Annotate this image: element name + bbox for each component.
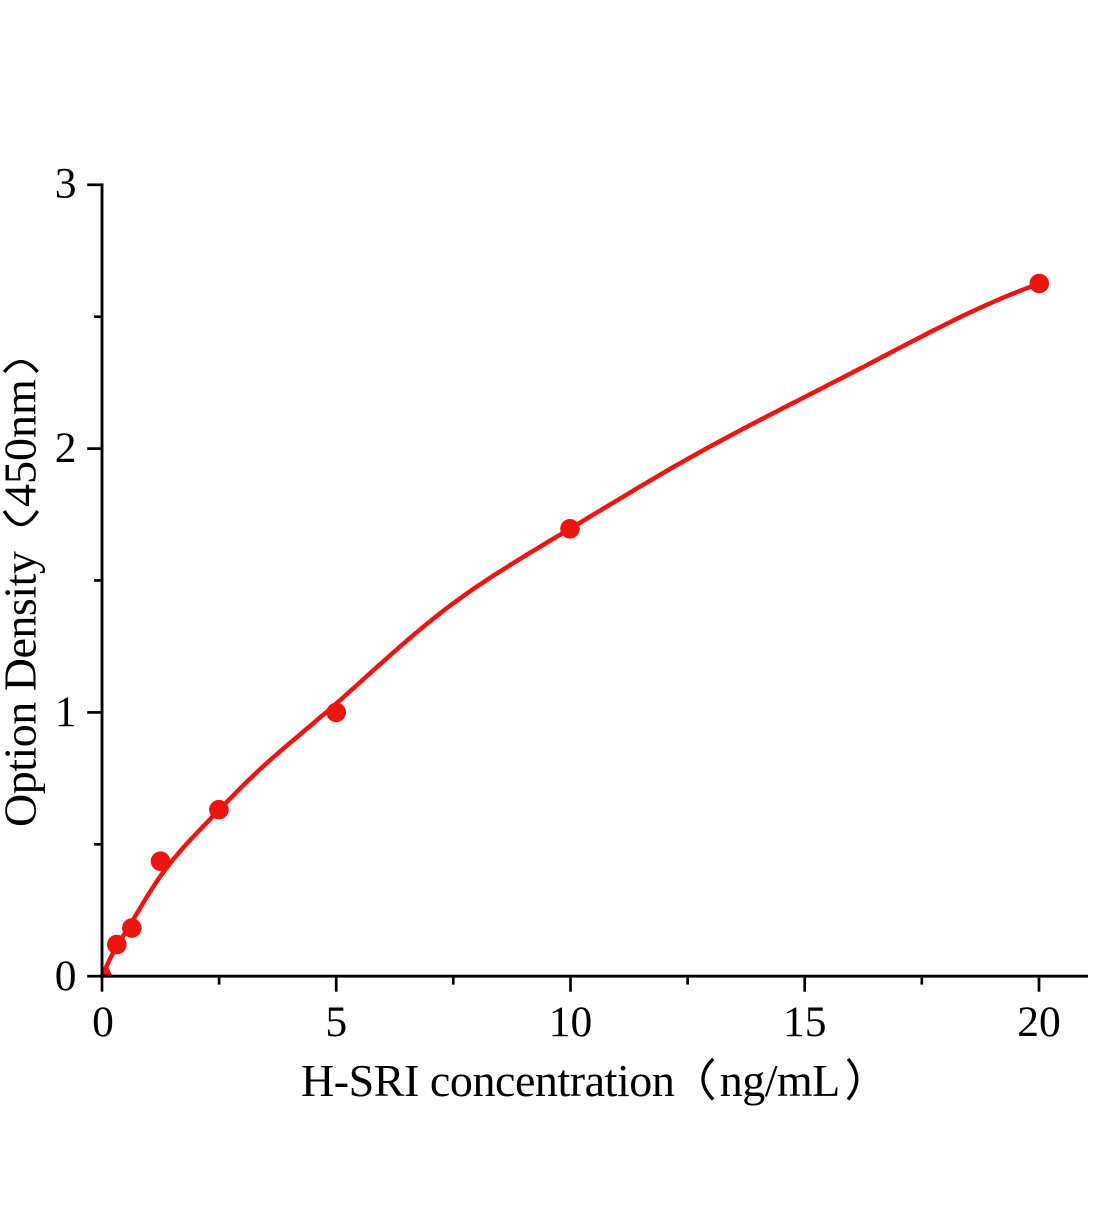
svg-text:Option Density: Option Density — [0, 551, 46, 827]
svg-text:3: 3 — [55, 160, 77, 208]
svg-text:20: 20 — [1017, 998, 1061, 1046]
svg-text:1: 1 — [55, 688, 77, 736]
svg-text:2: 2 — [55, 424, 77, 472]
svg-text:0: 0 — [55, 952, 77, 1000]
svg-text:10: 10 — [549, 998, 593, 1046]
svg-text:15: 15 — [783, 998, 827, 1046]
svg-text:ng/mL: ng/mL — [720, 1055, 840, 1106]
svg-text:5: 5 — [325, 998, 347, 1046]
svg-text:0: 0 — [92, 998, 114, 1046]
svg-text:450nm: 450nm — [0, 379, 46, 507]
svg-text:H-SRI concentration: H-SRI concentration — [301, 1055, 675, 1106]
